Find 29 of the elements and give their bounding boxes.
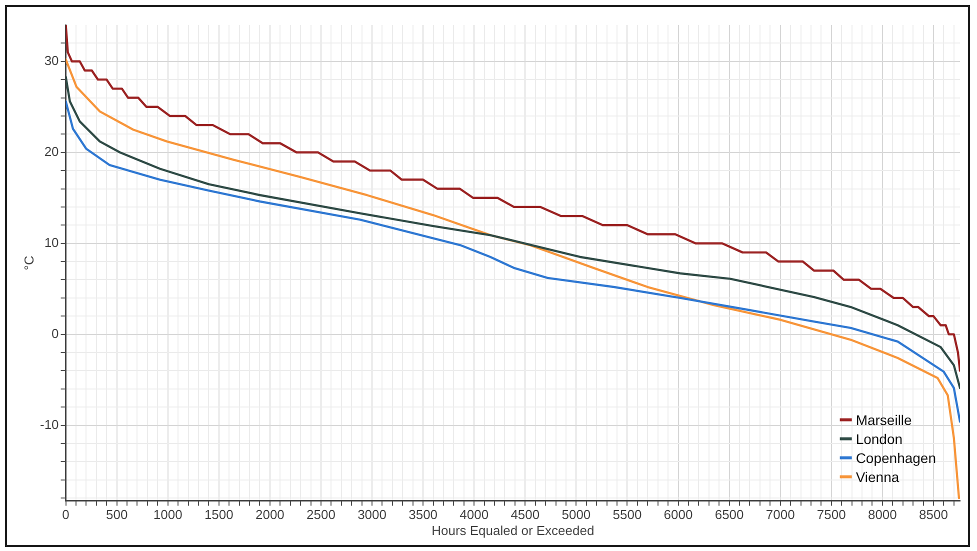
x-tick-label: 6500 <box>714 507 744 522</box>
y-tick-label: 0 <box>52 326 59 341</box>
x-tick-label: 5000 <box>562 507 591 522</box>
y-tick-label: 10 <box>44 234 59 250</box>
legend-label: Vienna <box>856 468 900 485</box>
x-tick-label: 7500 <box>816 507 846 522</box>
x-tick-label: 1000 <box>153 507 182 522</box>
x-tick-label: 5500 <box>612 507 642 522</box>
y-tick-label: 30 <box>44 52 59 68</box>
y-axis-title: °C <box>22 256 37 270</box>
x-tick-label: 2000 <box>255 507 284 522</box>
x-tick-label: 500 <box>106 507 128 522</box>
y-tick-label: -10 <box>40 416 59 432</box>
x-tick-label: 4500 <box>510 507 540 522</box>
x-tick-label: 3000 <box>358 507 386 522</box>
x-tick-label: 1500 <box>204 507 234 522</box>
x-axis-title: Hours Equaled or Exceeded <box>432 522 594 538</box>
x-tick-label: 4000 <box>460 507 489 522</box>
legend-label: Marseille <box>856 412 912 428</box>
legend-label: Copenhagen <box>856 450 936 466</box>
x-tick-label: 0 <box>62 507 70 522</box>
legend-label: London <box>856 430 903 447</box>
y-tick-label: 20 <box>44 144 59 159</box>
x-tick-label: 8000 <box>868 507 897 522</box>
x-tick-label: 7000 <box>766 507 795 522</box>
x-tick-label: 6000 <box>664 507 693 522</box>
x-tick-label: 2500 <box>306 507 336 522</box>
x-tick-label: 8500 <box>919 507 948 522</box>
x-tick-label: 3500 <box>408 507 438 522</box>
